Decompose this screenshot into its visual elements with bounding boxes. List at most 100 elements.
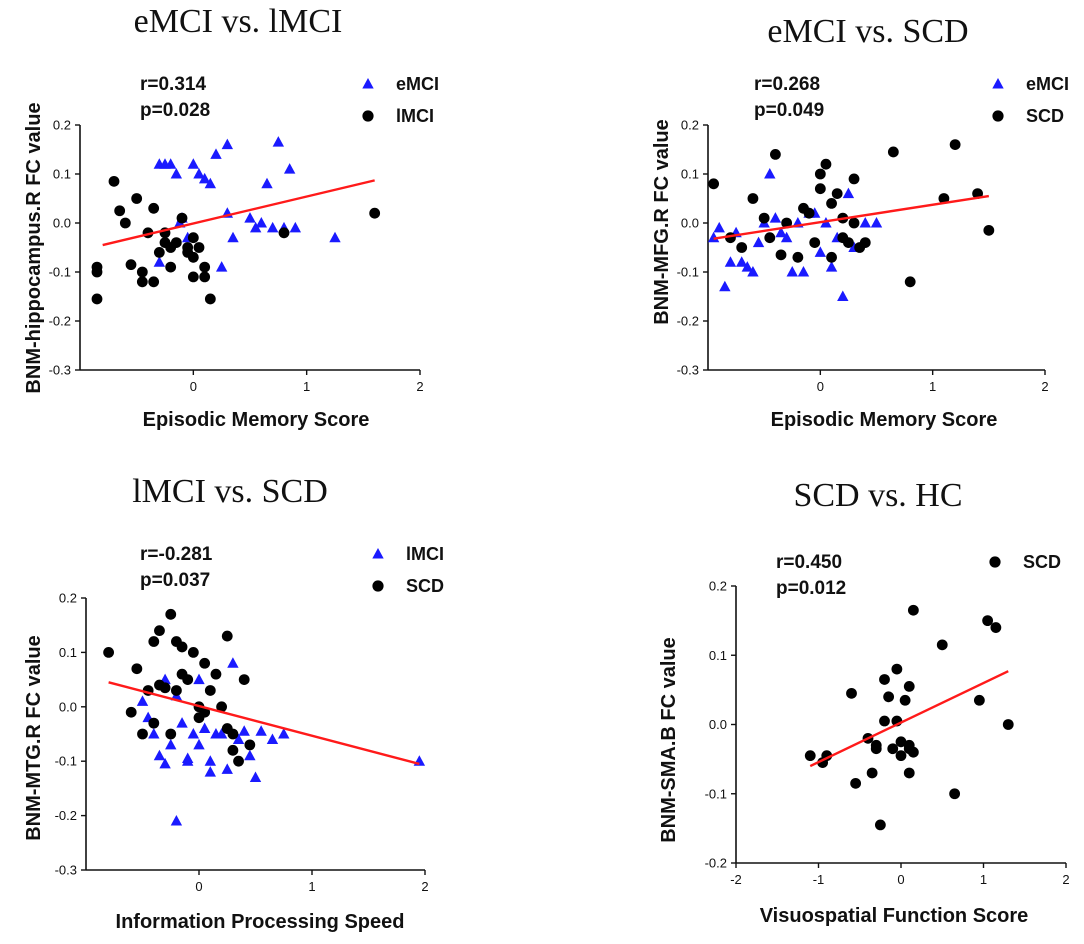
- panel-title: SCD vs. HC: [793, 477, 962, 514]
- data-point-circle: [136, 276, 148, 288]
- y-tick-label: -0.3: [49, 363, 71, 378]
- data-point-circle: [903, 739, 915, 751]
- data-point-circle: [199, 261, 211, 273]
- data-point-circle: [859, 237, 871, 249]
- data-point-circle: [764, 232, 776, 244]
- data-point-triangle: [164, 158, 177, 169]
- data-point-circle: [982, 615, 994, 627]
- data-point-triangle: [825, 261, 838, 272]
- data-point-triangle: [786, 266, 798, 277]
- data-point-triangle: [736, 256, 748, 267]
- data-point-triangle: [797, 266, 810, 277]
- x-tick-label: -2: [730, 872, 742, 887]
- series-SCD: [708, 139, 995, 288]
- data-point-circle: [148, 202, 160, 214]
- data-point-circle: [227, 744, 239, 756]
- data-point-triangle: [198, 172, 211, 184]
- x-tick-label: 2: [421, 879, 428, 894]
- data-point-circle: [204, 685, 216, 696]
- data-point-circle: [850, 777, 862, 789]
- y-tick-label: -0.3: [55, 863, 77, 878]
- data-point-circle: [775, 249, 787, 261]
- data-point-circle: [814, 168, 826, 180]
- y-tick-label: -0.1: [49, 265, 71, 280]
- data-point-circle: [949, 139, 961, 151]
- data-point-circle: [131, 193, 143, 204]
- data-point-circle: [747, 193, 759, 204]
- data-point-circle: [136, 266, 148, 278]
- legend-marker-triangle: [372, 548, 384, 559]
- x-tick-label: 0: [195, 879, 202, 894]
- data-point-triangle: [227, 231, 239, 243]
- data-point-circle: [176, 212, 188, 224]
- x-tick-label: 1: [303, 379, 310, 394]
- legend-marker-triangle: [992, 78, 1004, 89]
- data-point-circle: [879, 674, 890, 685]
- data-point-triangle: [747, 266, 759, 277]
- panel-3: lMCI vs. SCD -0.3 -0.2 -0.1 0.0 0.1 0.2 0 1 2 Info…: [23, 473, 444, 933]
- data-point-circle: [831, 188, 843, 200]
- data-point-circle: [770, 149, 781, 160]
- data-point-triangle: [283, 163, 296, 174]
- data-point-circle: [804, 750, 816, 762]
- legend-label: lMCI: [396, 106, 434, 126]
- x-axis-label: Episodic Memory Score: [143, 409, 370, 431]
- x-tick-label: 1: [980, 872, 987, 887]
- data-point-triangle: [148, 728, 160, 739]
- data-point-circle: [792, 251, 804, 263]
- data-point-circle: [938, 193, 950, 204]
- data-point-circle: [204, 293, 216, 305]
- legend-label: lMCI: [406, 544, 444, 564]
- y-tick-label: -0.1: [55, 754, 77, 769]
- legend-label: SCD: [1026, 106, 1064, 126]
- data-point-circle: [176, 641, 188, 653]
- x-tick-label: 2: [1062, 872, 1069, 887]
- data-point-circle: [1002, 719, 1014, 730]
- data-point-triangle: [153, 749, 166, 761]
- y-tick-label: 0.0: [709, 717, 727, 732]
- data-point-circle: [887, 743, 899, 755]
- y-tick-label: -0.3: [677, 363, 699, 378]
- p-value: p=0.028: [140, 100, 210, 121]
- x-tick-label: 1: [929, 379, 936, 394]
- data-point-triangle: [255, 725, 267, 736]
- data-point-circle: [983, 224, 995, 236]
- series-lMCI: [136, 657, 426, 826]
- regression-line: [102, 179, 375, 247]
- y-tick-label: 0.0: [681, 216, 699, 231]
- data-point-triangle: [707, 231, 720, 243]
- data-point-triangle: [278, 728, 290, 739]
- data-point-triangle: [289, 221, 302, 233]
- legend-label: SCD: [406, 576, 444, 596]
- data-point-triangle: [176, 717, 188, 728]
- data-point-triangle: [842, 187, 855, 199]
- y-tick-label: -0.1: [705, 786, 727, 801]
- data-point-triangle: [272, 136, 285, 147]
- data-point-triangle: [215, 261, 228, 272]
- x-tick-label: 2: [416, 379, 423, 394]
- data-point-circle: [148, 717, 160, 729]
- data-point-circle: [903, 767, 915, 779]
- data-point-triangle: [769, 212, 782, 223]
- data-point-circle: [148, 636, 160, 647]
- data-point-circle: [182, 674, 194, 685]
- data-point-triangle: [266, 221, 279, 233]
- data-point-circle: [848, 173, 860, 185]
- data-point-circle: [826, 251, 837, 263]
- data-point-triangle: [859, 217, 871, 228]
- data-point-triangle: [413, 755, 426, 766]
- data-point-circle: [154, 625, 165, 637]
- legend-marker-triangle: [362, 78, 374, 89]
- data-point-circle: [879, 715, 890, 727]
- data-point-circle: [949, 788, 961, 800]
- data-point-circle: [114, 205, 126, 217]
- data-point-circle: [108, 175, 120, 187]
- data-point-triangle: [187, 158, 200, 169]
- y-axis-label: BNM-MFG.R FC value: [651, 119, 673, 325]
- x-tick-label: -1: [813, 872, 825, 887]
- data-point-circle: [199, 706, 211, 718]
- x-tick-label: 0: [817, 379, 824, 394]
- y-tick-label: 0.2: [681, 118, 699, 133]
- series-lMCI: [91, 175, 381, 305]
- data-point-circle: [148, 276, 160, 288]
